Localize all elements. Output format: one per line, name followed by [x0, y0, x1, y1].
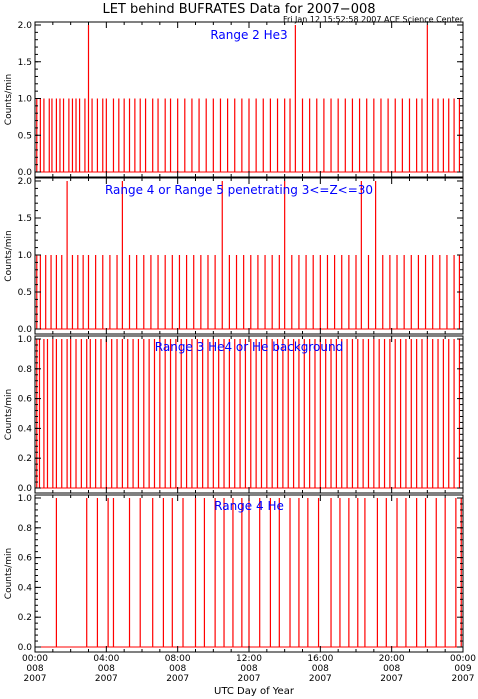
y-tick-label: 0.0	[18, 484, 33, 494]
panel-label: Range 4 or Range 5 penetrating 3<=Z<=30	[105, 183, 373, 197]
panel-3: 0.0 0.2 0.4 0.6 0.8 1.0 Counts/min Range 3 He4 …	[4, 335, 464, 494]
y-tick-label: 1.5	[18, 214, 32, 224]
x-tick-label: 08:00	[165, 654, 191, 664]
x-tick-label: 008	[383, 664, 400, 674]
y-axis-label: Counts/min	[4, 74, 14, 125]
x-tick-label: 008	[240, 664, 257, 674]
y-tick-label: 0.5	[18, 288, 32, 298]
y-tick-label: 0.8	[18, 524, 33, 534]
y-tick-label: 1.0	[18, 335, 33, 345]
panel-4: 0.0 0.2 0.4 0.6 0.8 1.0 Counts/min Range 4 He	[4, 494, 464, 653]
panel-label: Range 2 He3	[210, 28, 287, 42]
y-tick-label: 1.0	[18, 251, 33, 261]
x-tick-label: 008	[98, 664, 115, 674]
x-tick-label: 04:00	[93, 654, 119, 664]
panel-label: Range 3 He4 or He background	[155, 340, 343, 354]
x-tick-label: 16:00	[307, 654, 333, 664]
y-tick-label: 0.2	[18, 613, 32, 623]
y-tick-label: 0.6	[18, 554, 33, 564]
y-tick-label: 0.4	[18, 424, 33, 434]
y-tick-label: 2.0	[18, 177, 33, 187]
x-tick-label: 2007	[238, 674, 261, 684]
x-tick-label: 2007	[24, 674, 47, 684]
y-tick-label: 0.0	[18, 168, 33, 178]
y-tick-label: 1.5	[18, 58, 32, 68]
y-tick-label: 0.5	[18, 131, 32, 141]
x-tick-label: 2007	[95, 674, 118, 684]
x-tick-label: 12:00	[236, 654, 262, 664]
panel-2: 0.0 0.5 1.0 1.5 2.0 Counts/min Range 4 or Rang…	[4, 177, 464, 335]
panel-label: Range 4 He	[214, 499, 284, 513]
y-tick-label: 0.0	[18, 325, 33, 335]
x-tick-label: 008	[26, 664, 43, 674]
panel-frame	[34, 335, 464, 494]
y-tick-label: 1.0	[18, 95, 33, 105]
y-tick-label: 0.0	[18, 643, 33, 653]
y-axis-label: Counts/min	[4, 389, 14, 440]
chart-title: LET behind BUFRATES Data for 2007−008	[102, 2, 375, 17]
x-tick-label: 00:00	[22, 654, 48, 664]
x-tick-label: 20:00	[379, 654, 405, 664]
panel-1: 0.0 0.5 1.0 1.5 2.0 Counts/min Range 2 He3	[4, 21, 464, 178]
x-axis-label: UTC Day of Year	[214, 686, 295, 697]
x-tick-label: 2007	[166, 674, 189, 684]
timestamp: Fri Jan 12 15:52:58 2007 ACE Science Cen…	[283, 15, 464, 24]
y-tick-label: 0.6	[18, 395, 33, 405]
x-tick-label: 2007	[380, 674, 403, 684]
y-tick-label: 0.8	[18, 365, 33, 375]
y-tick-label: 0.2	[18, 454, 32, 464]
y-axis-label: Counts/min	[4, 230, 14, 281]
x-tick-label: 2007	[309, 674, 332, 684]
y-tick-label: 2.0	[18, 21, 33, 31]
x-tick-label: 008	[169, 664, 186, 674]
x-tick-label: 009	[454, 664, 471, 674]
y-tick-label: 1.0	[18, 494, 33, 504]
panel-frame	[34, 177, 464, 335]
y-tick-label: 0.4	[18, 583, 33, 593]
x-tick-labels: 00:00008200704:00008200708:00008200712:0…	[22, 654, 476, 684]
x-tick-label: 00:00	[450, 654, 476, 664]
x-tick-label: 2007	[452, 674, 475, 684]
x-tick-label: 008	[312, 664, 329, 674]
y-axis-label: Counts/min	[4, 548, 14, 599]
